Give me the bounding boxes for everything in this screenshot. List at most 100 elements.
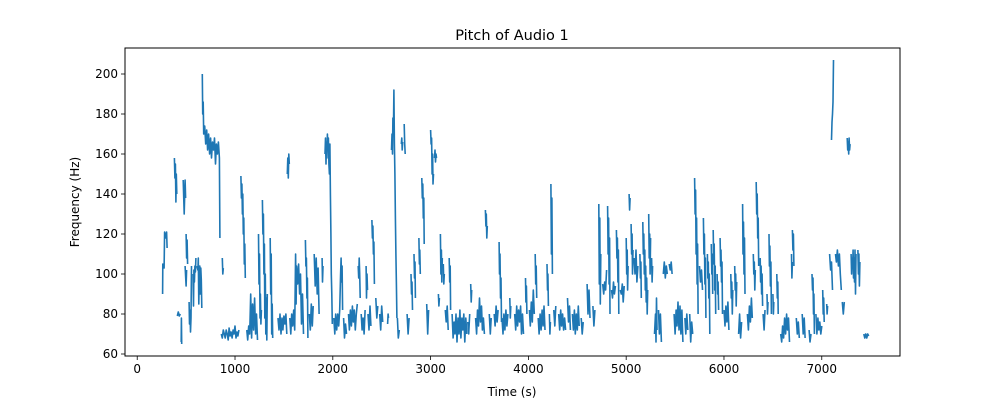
pitch-line-segment bbox=[830, 59, 835, 141]
pitch-line-segment bbox=[553, 305, 557, 327]
pitch-line-segment bbox=[185, 233, 189, 265]
pitch-line-segment bbox=[286, 153, 291, 179]
pitch-line-segment bbox=[768, 233, 773, 315]
pitch-line-segment bbox=[790, 253, 794, 279]
pitch-line-segment bbox=[433, 149, 438, 163]
pitch-line-segment bbox=[182, 179, 187, 215]
pitch-line-segment bbox=[630, 223, 634, 275]
pitch-line-segment bbox=[548, 313, 552, 335]
pitch-line-segment bbox=[257, 233, 263, 325]
x-tick-label: 5000 bbox=[611, 362, 642, 376]
y-axis-label: Frequency (Hz) bbox=[68, 157, 82, 248]
pitch-line-segment bbox=[723, 301, 730, 331]
pitch-line-segment bbox=[386, 313, 390, 325]
pitch-line-segment bbox=[762, 309, 766, 331]
pitch-line-segment bbox=[378, 305, 384, 331]
pitch-line-segment bbox=[712, 229, 717, 315]
pitch-line-segment bbox=[184, 265, 188, 287]
pitch-line-segment bbox=[808, 329, 812, 343]
pitch-line-segment bbox=[180, 317, 183, 345]
pitch-line-segment bbox=[277, 313, 288, 335]
pitch-line-segment bbox=[192, 257, 197, 307]
x-tick-label: 3000 bbox=[415, 362, 446, 376]
pitch-line-segment bbox=[442, 263, 446, 285]
pitch-line-segment bbox=[269, 237, 274, 339]
pitch-line-segment bbox=[513, 305, 525, 335]
pitch-line-segment bbox=[850, 249, 857, 295]
pitch-line-segment bbox=[418, 237, 422, 275]
pitch-line-segment bbox=[488, 313, 492, 335]
pitch-line-segment bbox=[220, 325, 240, 341]
pitch-line-segment bbox=[857, 249, 861, 287]
pitch-line-segment bbox=[673, 301, 684, 343]
pitch-line-segment bbox=[625, 237, 629, 291]
y-tick-label: 200 bbox=[95, 67, 118, 81]
pitch-line-segment bbox=[469, 283, 473, 303]
x-tick-label: 6000 bbox=[709, 362, 740, 376]
pitch-line-segment bbox=[289, 253, 305, 335]
pitch-line-segment bbox=[375, 297, 379, 319]
pitch-line-segment bbox=[509, 297, 512, 319]
x-axis-label: Time (s) bbox=[487, 385, 537, 399]
y-tick-label: 80 bbox=[103, 307, 118, 321]
pitch-line-segment bbox=[647, 213, 652, 275]
pitch-line-segment bbox=[484, 209, 489, 239]
pitch-line-segment bbox=[746, 297, 754, 331]
pitch-line-segment bbox=[550, 183, 554, 275]
pitch-line-segment bbox=[811, 273, 816, 335]
pitch-line-segment bbox=[766, 293, 769, 315]
pitch-line-segment bbox=[693, 177, 699, 315]
pitch-line-segment bbox=[439, 233, 444, 283]
pitch-line-segment bbox=[360, 309, 366, 335]
pitch-line-segment bbox=[365, 265, 369, 299]
pitch-line-segment bbox=[240, 175, 247, 279]
chart-title: Pitch of Audio 1 bbox=[455, 28, 569, 44]
y-tick-label: 60 bbox=[103, 347, 118, 361]
pitch-line-segment bbox=[834, 249, 843, 291]
pitch-line-segment bbox=[791, 229, 795, 267]
x-tick-label: 4000 bbox=[513, 362, 544, 376]
pitch-line-segment bbox=[474, 297, 486, 335]
pitch-line-segment bbox=[615, 229, 620, 315]
pitch-line-segment bbox=[733, 265, 738, 307]
pitch-line-segment bbox=[546, 263, 550, 307]
pitch-line-segment bbox=[201, 73, 221, 239]
pitch-line-segment bbox=[437, 293, 441, 307]
pitch-line-segment bbox=[639, 253, 643, 299]
y-axis: 60 80 100 120 140 160 180 200 bbox=[95, 67, 125, 361]
pitch-line-segment bbox=[650, 257, 654, 283]
pitch-line-segment bbox=[451, 309, 468, 343]
pitch-line-segment bbox=[176, 311, 182, 317]
pitch-line-segment bbox=[657, 309, 663, 343]
pitch-line-segment bbox=[566, 297, 572, 331]
pitch-line-segment bbox=[425, 303, 430, 335]
y-tick-label: 100 bbox=[95, 267, 118, 281]
y-tick-label: 140 bbox=[95, 187, 118, 201]
pitch-line-segment bbox=[357, 257, 361, 299]
pitch-line-segment bbox=[580, 317, 584, 335]
pitch-line-segment bbox=[188, 265, 193, 333]
pitch-line-segment bbox=[737, 313, 743, 339]
pitch-line-segment bbox=[779, 313, 791, 343]
pitch-line-segment bbox=[759, 257, 764, 307]
pitch-line-segment bbox=[841, 301, 846, 315]
pitch-line-segment bbox=[537, 305, 546, 335]
pitch-line-segment bbox=[825, 303, 829, 315]
pitch-line-segment bbox=[501, 309, 509, 335]
pitch-line-segment bbox=[557, 309, 567, 331]
pitch-line-segment bbox=[795, 317, 801, 339]
pitch-line-segment bbox=[498, 241, 503, 323]
pitch-line-segment bbox=[448, 257, 452, 311]
pitch-line-segment bbox=[619, 283, 625, 303]
pitch-line-segment bbox=[371, 219, 376, 285]
pitch-line-segment bbox=[221, 257, 225, 275]
pitch-line-segment bbox=[606, 205, 611, 315]
pitch-line-segment bbox=[815, 313, 823, 335]
x-axis: 0 1000 2000 3000 4000 5000 6000 7000 bbox=[133, 356, 837, 376]
pitch-line-segment bbox=[528, 289, 536, 327]
pitch-line-segment bbox=[828, 253, 834, 291]
pitch-line-segment bbox=[752, 253, 757, 291]
pitch-line-segment bbox=[524, 277, 528, 315]
pitch-line-segment bbox=[308, 303, 314, 331]
pitch-line-segment bbox=[586, 283, 591, 319]
